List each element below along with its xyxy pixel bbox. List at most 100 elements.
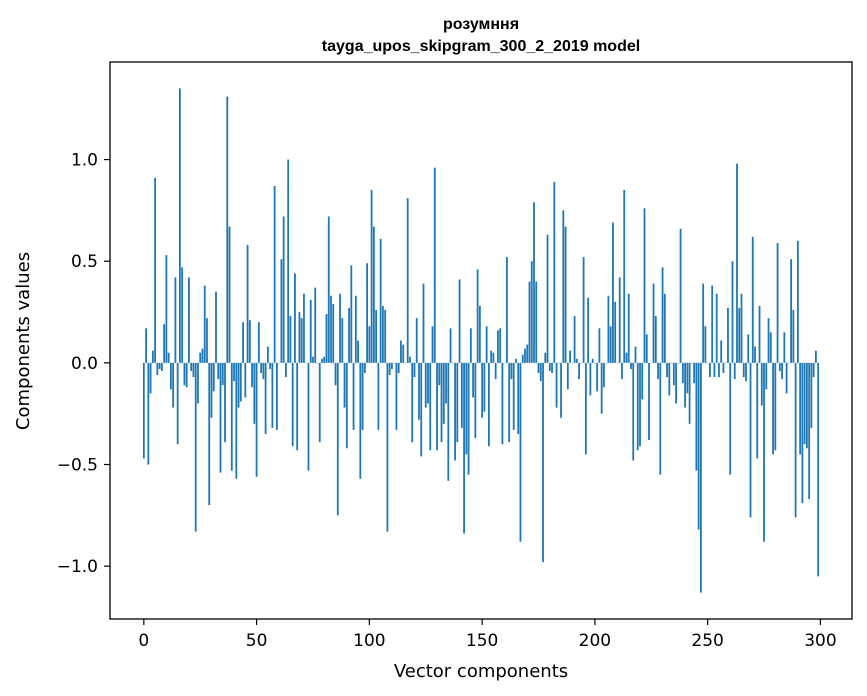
bar: [149, 362, 152, 394]
bar: [731, 261, 734, 363]
bar: [454, 362, 456, 461]
bar: [808, 362, 811, 500]
bar: [354, 295, 357, 363]
bar: [467, 362, 470, 475]
bar: [379, 238, 382, 363]
bar: [528, 281, 531, 363]
bar: [395, 362, 398, 430]
bar: [738, 307, 741, 363]
bar: [688, 362, 691, 424]
bar: [402, 344, 405, 363]
bar: [713, 362, 716, 378]
bar: [758, 305, 761, 363]
bar: [215, 291, 217, 363]
bar: [427, 362, 429, 404]
bar: [242, 322, 244, 363]
bar: [323, 356, 326, 363]
bar: [790, 259, 792, 363]
bar: [756, 362, 759, 459]
bar: [219, 362, 222, 473]
bar: [291, 362, 294, 447]
bar: [357, 340, 359, 363]
bar: [163, 324, 166, 363]
bar: [699, 362, 702, 593]
bar: [363, 362, 366, 374]
bar: [433, 167, 436, 363]
bar: [654, 316, 657, 363]
bar: [341, 318, 344, 363]
bar: [679, 228, 682, 363]
bar: [287, 159, 290, 363]
bar: [361, 362, 364, 430]
bar: [181, 267, 184, 363]
bar: [251, 362, 253, 388]
bar: [485, 326, 488, 363]
bar: [203, 285, 206, 363]
bar: [366, 263, 368, 363]
bar: [681, 362, 684, 384]
bar: [147, 362, 150, 465]
bar: [548, 362, 551, 371]
bar: [314, 287, 317, 363]
bar: [587, 297, 590, 363]
bar: [248, 320, 251, 363]
bar: [643, 208, 646, 363]
bar: [740, 293, 743, 363]
bar: [285, 362, 287, 378]
bar: [501, 362, 504, 445]
bar: [348, 307, 350, 363]
bar: [359, 362, 362, 479]
bar: [745, 362, 747, 382]
bar: [142, 362, 145, 459]
bar: [296, 362, 299, 451]
bar: [630, 362, 632, 369]
bar: [492, 352, 495, 363]
bar: [555, 362, 558, 408]
x-tick-label: 50: [246, 631, 268, 651]
bar: [269, 362, 272, 369]
bar: [289, 316, 292, 363]
bar: [226, 96, 229, 363]
bar: [729, 362, 732, 475]
bar: [185, 362, 188, 388]
bar: [413, 362, 416, 378]
bar: [262, 362, 265, 380]
bar: [375, 310, 378, 363]
bar: [584, 362, 587, 455]
bar: [257, 322, 260, 363]
x-tick-label: 100: [353, 631, 385, 651]
bar: [154, 177, 156, 363]
bar: [255, 362, 258, 477]
bar: [614, 301, 617, 363]
bar: [533, 202, 535, 363]
bar: [368, 326, 371, 363]
bar: [300, 318, 303, 363]
bar: [474, 362, 477, 439]
bar: [763, 362, 765, 542]
y-tick-label: 1.0: [71, 151, 98, 171]
bar: [418, 362, 420, 420]
bar: [517, 362, 520, 435]
bar: [409, 356, 411, 363]
bar: [210, 362, 213, 418]
bar: [772, 362, 774, 455]
bar: [612, 222, 614, 363]
bar: [235, 362, 238, 479]
bar: [370, 190, 373, 363]
bar: [228, 226, 231, 363]
bar: [733, 362, 736, 380]
y-tick-label: −0.5: [57, 456, 98, 476]
bar: [487, 362, 490, 447]
bar: [632, 362, 635, 461]
bar: [260, 362, 262, 374]
bar: [476, 269, 479, 363]
bar: [742, 362, 745, 378]
x-tick-label: 250: [691, 631, 723, 651]
bar: [657, 362, 659, 380]
bar: [460, 362, 463, 428]
bar: [424, 362, 427, 408]
bar: [206, 318, 208, 363]
bar: [481, 362, 484, 418]
bar: [537, 362, 540, 374]
x-tick-label: 300: [804, 631, 836, 651]
